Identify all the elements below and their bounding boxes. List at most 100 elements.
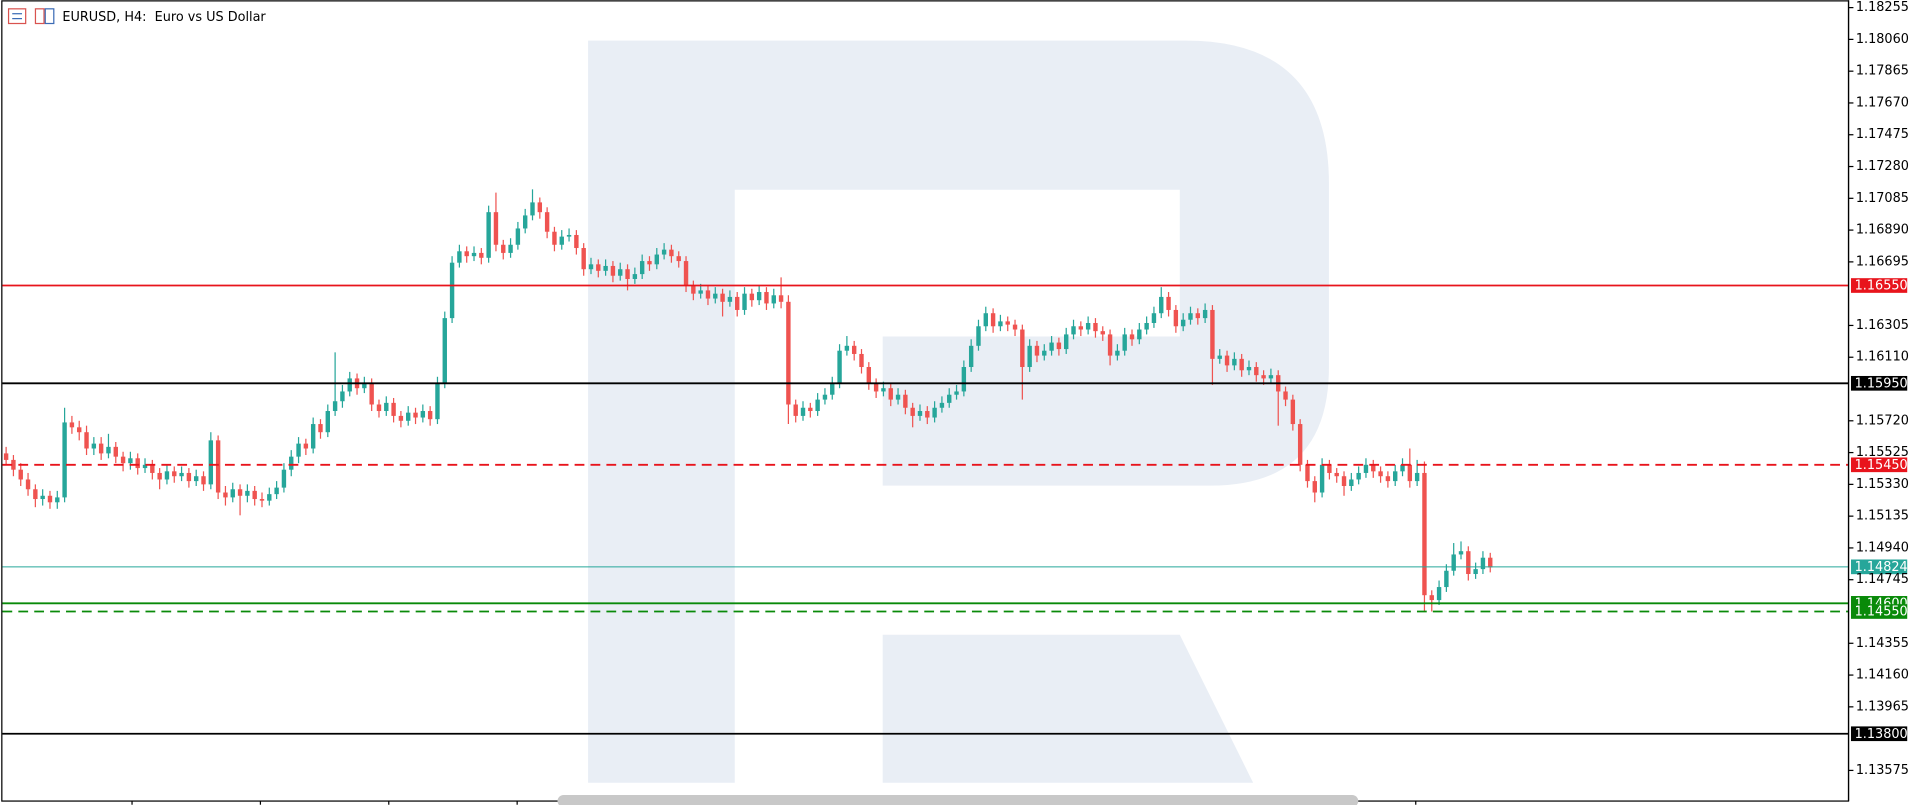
candle-body — [427, 411, 433, 420]
candle-body — [698, 290, 703, 294]
icon-list[interactable] — [7, 8, 27, 25]
candle-body — [1224, 355, 1230, 366]
candle-body — [47, 495, 53, 503]
candle-body — [1195, 313, 1201, 319]
candle-body — [493, 212, 499, 245]
candle-body — [983, 313, 988, 327]
candle-body — [303, 443, 309, 449]
candles — [3, 189, 1493, 612]
candle-body — [3, 453, 9, 460]
candle-body — [800, 407, 806, 416]
candle-body — [998, 321, 1003, 327]
y-tick-label: 1.17085 — [1856, 191, 1909, 206]
candle-body — [939, 402, 945, 408]
candle-body — [1312, 481, 1317, 493]
y-tick-label: 1.13575 — [1856, 763, 1909, 778]
candle-body — [1261, 375, 1266, 379]
candle-body — [1085, 322, 1091, 330]
candle-body — [62, 422, 67, 498]
candle-body — [486, 212, 491, 258]
candle-body — [968, 345, 974, 368]
candle-body — [274, 487, 279, 495]
candle-body — [1232, 358, 1237, 366]
candle-body — [142, 464, 148, 469]
candle-body — [332, 401, 338, 412]
icon-window[interactable] — [34, 8, 45, 25]
candle-body — [347, 378, 352, 392]
candle-body — [40, 495, 45, 500]
candle-body — [1305, 464, 1310, 482]
candle-body — [215, 440, 221, 493]
candle-body — [808, 407, 813, 412]
y-tick-label: 1.16890 — [1856, 223, 1909, 238]
candle-body — [1005, 321, 1010, 325]
candle-body — [1458, 551, 1464, 555]
candle-body — [910, 407, 915, 416]
y-tick-label: 1.14355 — [1856, 636, 1909, 651]
candle-body — [1180, 319, 1186, 327]
level-label-box — [1850, 375, 1908, 391]
candle-body — [1078, 326, 1084, 330]
candle-body — [1042, 350, 1047, 356]
candle-body — [515, 228, 521, 245]
y-tick-label: 1.16110 — [1856, 350, 1909, 365]
candle-body — [830, 383, 835, 395]
candle-body — [705, 290, 711, 299]
candle-body — [164, 471, 170, 480]
candle-body — [1444, 570, 1449, 588]
candle-body — [18, 469, 23, 480]
candle-body — [1064, 334, 1069, 350]
candle-body — [1122, 334, 1127, 351]
candle-body — [376, 404, 382, 412]
candle-body — [1217, 355, 1222, 359]
candle-body — [793, 404, 798, 416]
candle-body — [888, 388, 893, 400]
y-tick-label: 1.18255 — [1856, 0, 1909, 15]
y-tick-label: 1.18060 — [1856, 32, 1909, 47]
scrollbar[interactable] — [557, 794, 1359, 805]
candle-body — [669, 249, 674, 257]
candle-body — [186, 472, 192, 482]
candle-body — [25, 479, 31, 490]
candle-body — [654, 254, 659, 265]
candle-body — [252, 490, 257, 500]
symbol-icons — [7, 8, 55, 25]
y-tick-label: 1.15330 — [1856, 477, 1909, 492]
candle-body — [84, 432, 89, 449]
candle-body — [69, 422, 75, 428]
candle-body — [961, 367, 967, 392]
level-label: 1.16550 — [1855, 279, 1908, 294]
candle-body — [1100, 331, 1105, 335]
candle-body — [618, 269, 623, 276]
level-label: 1.14550 — [1855, 605, 1908, 620]
candle-body — [639, 261, 645, 275]
candle-body — [1385, 476, 1391, 482]
candle-body — [925, 411, 930, 418]
candle-body — [1034, 345, 1040, 356]
candle-body — [778, 295, 784, 302]
candle-body — [1319, 464, 1325, 493]
candle-body — [544, 212, 550, 232]
candle-body — [1049, 342, 1054, 351]
candle-body — [1020, 329, 1025, 368]
candle-body — [976, 326, 981, 346]
level-label-box — [1850, 559, 1908, 575]
candle-body — [1254, 367, 1259, 376]
candle-body — [259, 499, 265, 501]
candle-body — [683, 261, 689, 286]
candle-body — [625, 269, 630, 279]
level-label: 1.15950 — [1855, 376, 1908, 391]
candle-body — [610, 265, 616, 276]
candle-body — [471, 252, 477, 257]
candle-body — [530, 202, 535, 216]
candle-body — [895, 394, 901, 400]
candle-body — [98, 443, 104, 454]
candle-body — [735, 296, 740, 310]
icon-window[interactable] — [44, 8, 55, 25]
candle-body — [647, 261, 652, 265]
candle-body — [1327, 464, 1332, 473]
y-tick-label: 1.16695 — [1856, 254, 1909, 269]
candle-body — [135, 458, 140, 469]
candle-body — [1115, 350, 1120, 356]
candle-body — [501, 244, 506, 253]
